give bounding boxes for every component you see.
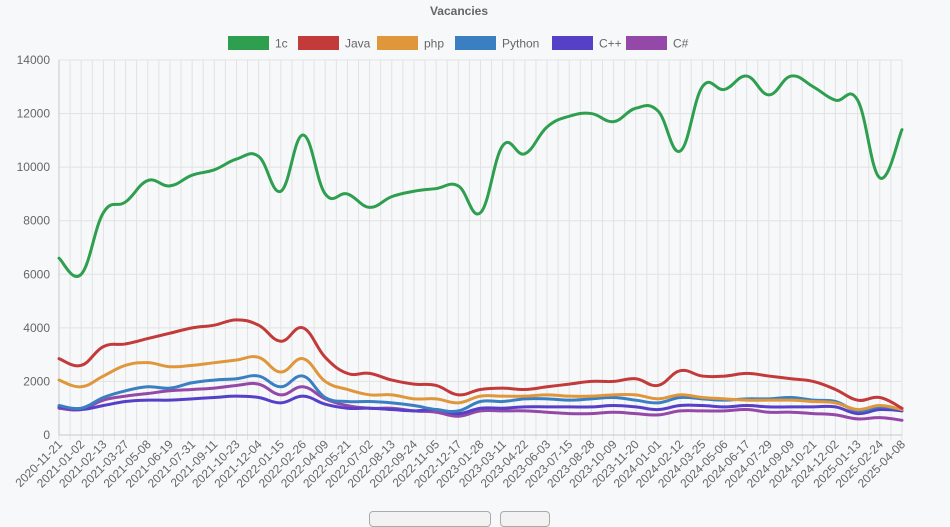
legend[interactable]: 1c Java php Python C++ C# <box>228 36 689 51</box>
legend-item-c-[interactable]: C# <box>626 36 689 51</box>
series-line-java <box>57 318 904 410</box>
control-button-2[interactable] <box>500 511 550 527</box>
legend-label: Java <box>345 37 371 51</box>
y-tick-label: 14000 <box>17 53 51 67</box>
y-tick-label: 2000 <box>23 374 50 388</box>
legend-swatch <box>377 36 418 50</box>
legend-item-python[interactable]: Python <box>455 36 539 51</box>
legend-item-c-[interactable]: C++ <box>552 36 622 51</box>
legend-item-php[interactable]: php <box>377 36 444 51</box>
legend-swatch <box>298 36 339 50</box>
series-line-c- <box>57 381 904 422</box>
legend-label: 1c <box>275 37 288 51</box>
y-tick-label: 6000 <box>23 267 50 281</box>
legend-item-1c[interactable]: 1c <box>228 36 288 51</box>
legend-swatch <box>228 36 269 50</box>
chart-title: Vacancies <box>430 4 488 18</box>
series-line-c- <box>57 394 904 416</box>
series-line-1c <box>57 74 904 278</box>
legend-label: C# <box>673 37 689 51</box>
legend-swatch <box>552 36 593 50</box>
legend-item-java[interactable]: Java <box>298 36 371 51</box>
legend-label: Python <box>502 37 539 51</box>
legend-swatch <box>455 36 496 50</box>
legend-label: php <box>424 37 444 51</box>
series-line-php <box>57 355 904 412</box>
y-tick-label: 0 <box>43 428 50 442</box>
vacancies-chart: Vacancies 1c Java php Python C++ C# 0 2000 4000… <box>12 4 908 491</box>
y-axis: 0 2000 4000 6000 8000 10000 12000 14000 <box>17 53 51 442</box>
control-button-1[interactable] <box>369 511 491 527</box>
legend-swatch <box>626 36 667 50</box>
y-tick-label: 4000 <box>23 321 50 335</box>
series-lines <box>57 74 904 422</box>
legend-label: C++ <box>599 37 622 51</box>
x-axis: 2020-11-212021-01-022021-02-132021-03-27… <box>12 437 908 491</box>
y-tick-label: 10000 <box>17 160 51 174</box>
y-tick-label: 12000 <box>17 107 51 121</box>
y-tick-label: 8000 <box>23 214 50 228</box>
